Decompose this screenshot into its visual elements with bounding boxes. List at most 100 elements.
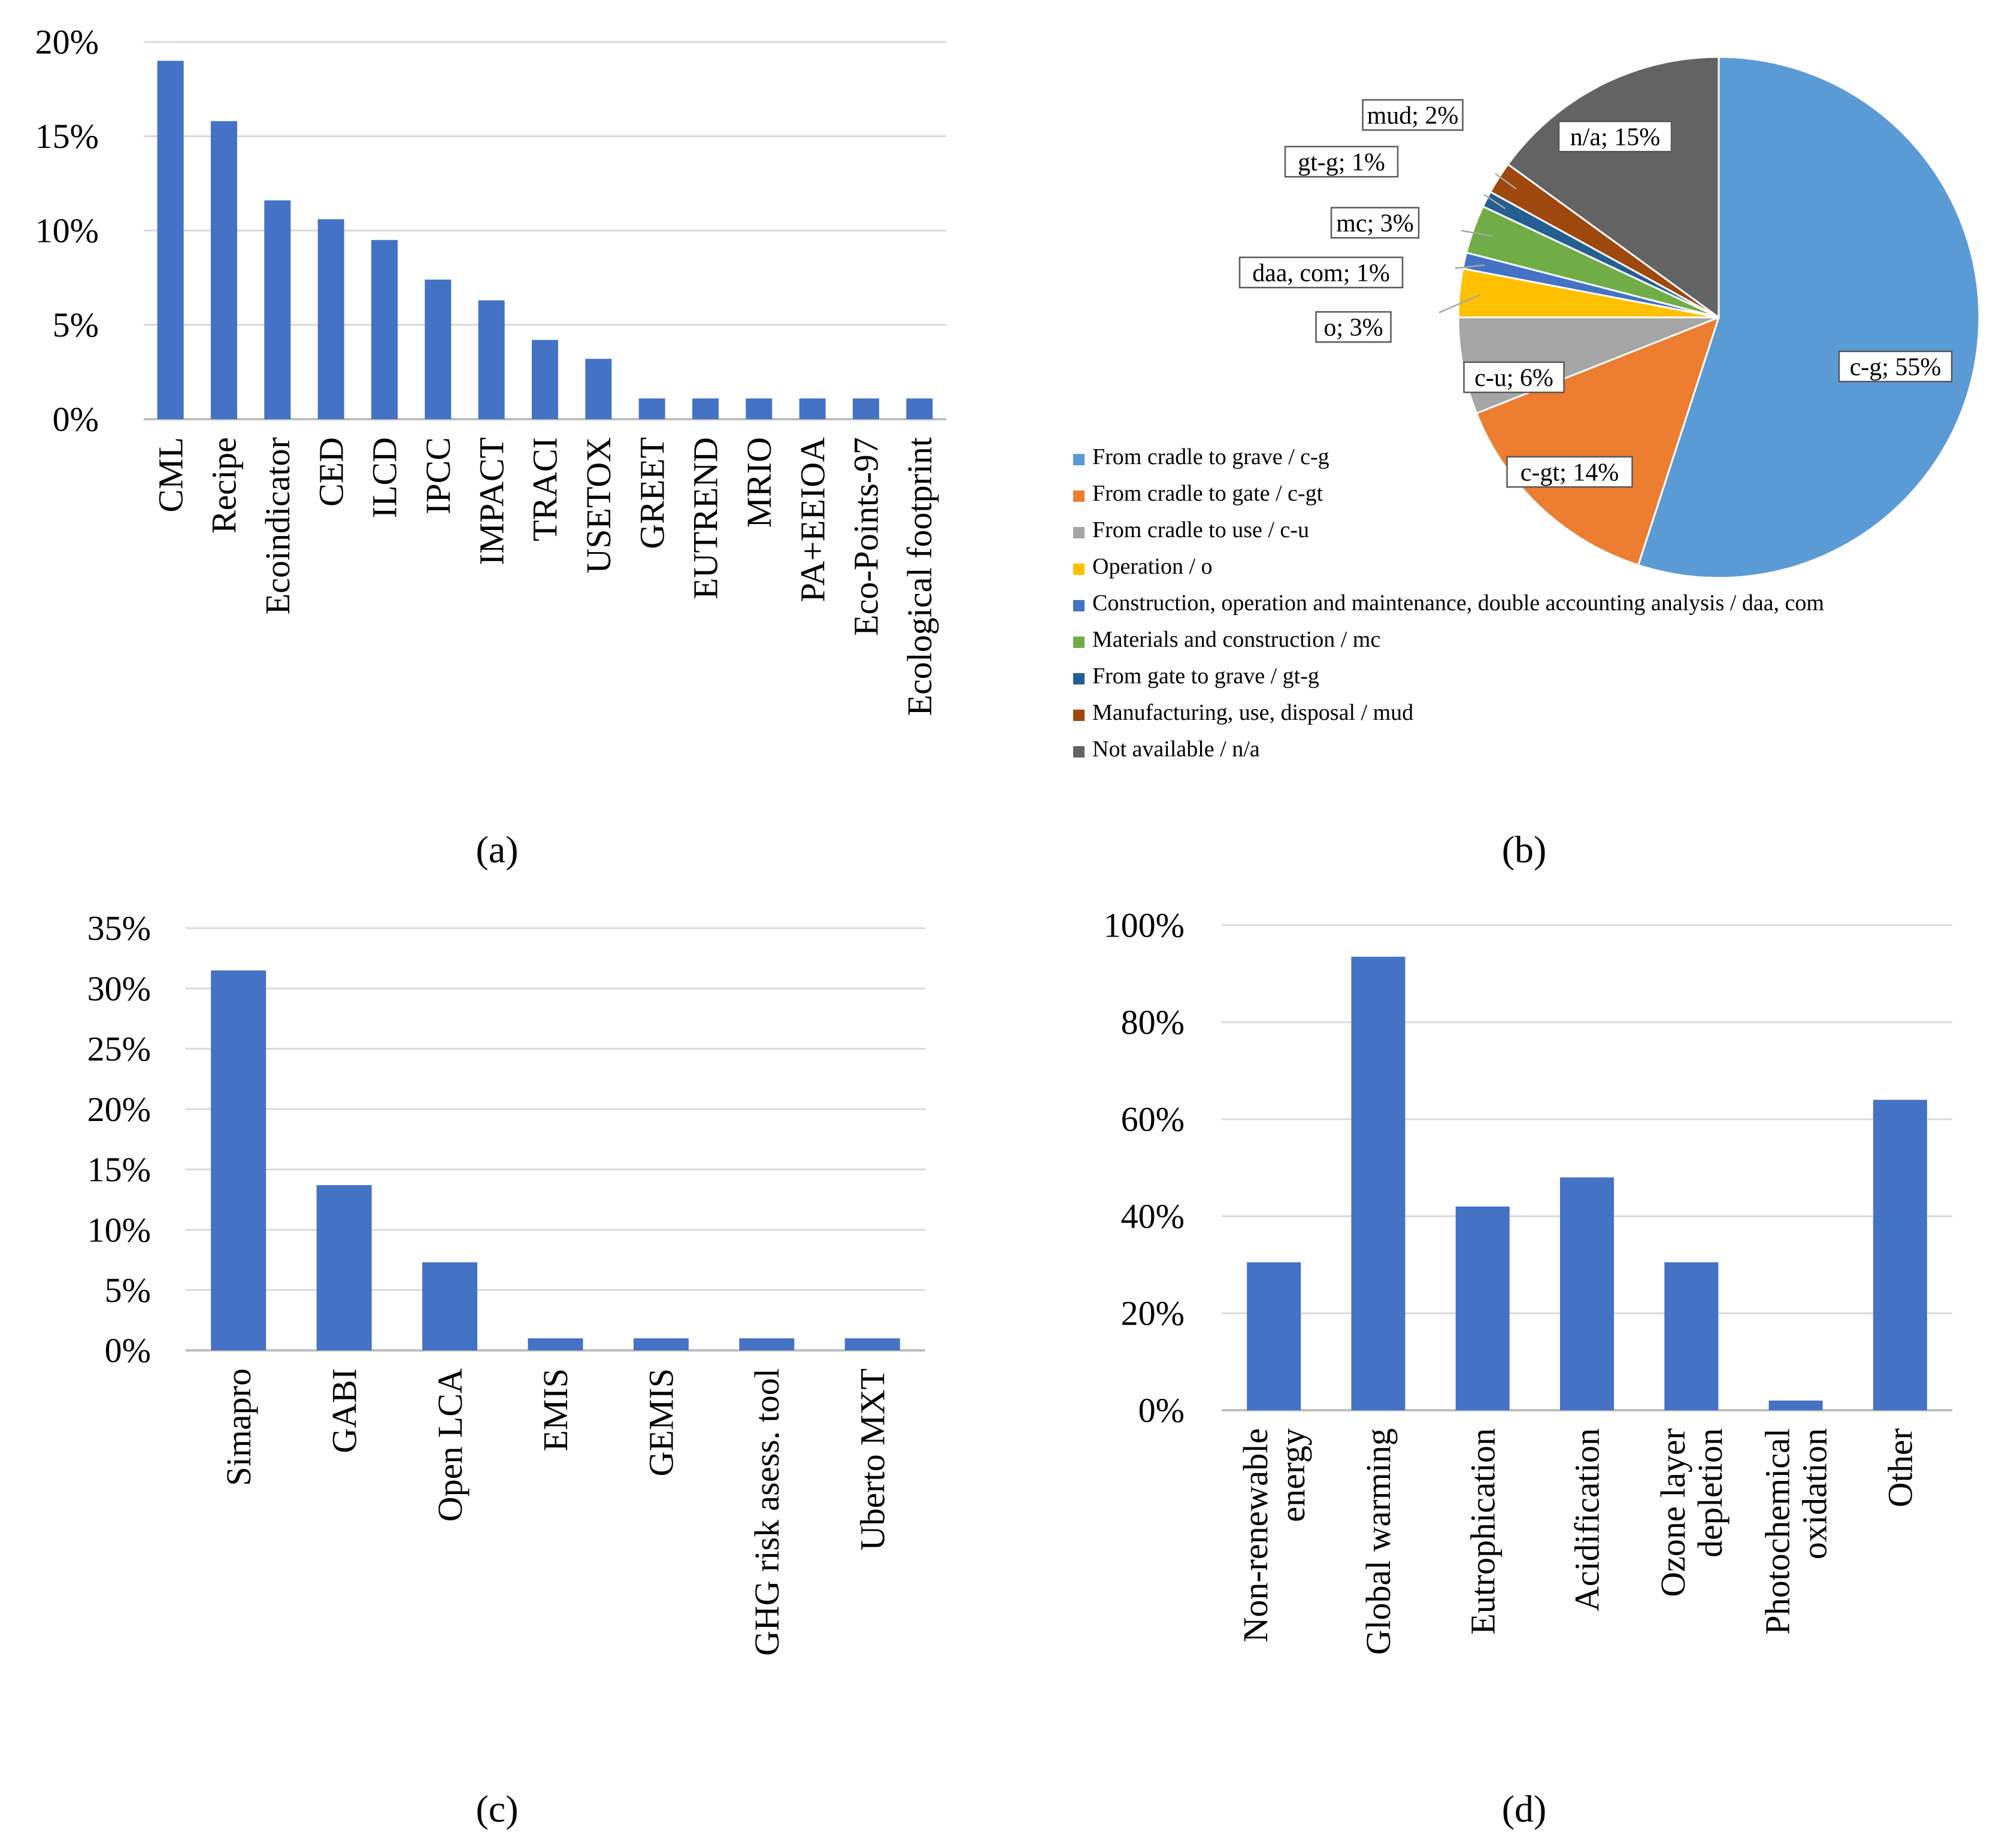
x-tick-label: ILCD: [365, 437, 404, 518]
callout-leader: [1495, 172, 1517, 190]
legend-swatch-gt-g: [1073, 673, 1085, 684]
x-tick-label: Uberto MXT: [853, 1368, 892, 1550]
x-tick-label-line: Global warming: [1359, 1428, 1398, 1655]
x-tick-label-line: Ecological footprint: [900, 437, 939, 716]
x-tick-label-line: EMIS: [536, 1368, 575, 1452]
bar: [1455, 1206, 1510, 1410]
callout-leader: [1438, 294, 1481, 314]
y-tick-label: 0%: [1138, 1391, 1185, 1430]
panel-c-bar-chart: 0% 5% 10% 15% 20% 25% 30% 35% Simapro GABI Open LC…: [87, 909, 925, 1656]
bar: [157, 60, 184, 419]
x-tick-label: CML: [151, 437, 190, 513]
legend-label-o: Operation / o: [1092, 554, 1213, 579]
x-tick-label: EUTREND: [686, 437, 725, 599]
bar: [638, 398, 665, 419]
x-tick-label: GHG risk asess. tool: [747, 1368, 786, 1656]
legend-swatch-c-gt: [1073, 490, 1085, 502]
x-tick-label: Simapro: [219, 1368, 258, 1486]
bar: [422, 1262, 478, 1350]
bar: [1247, 1262, 1301, 1410]
bar: [746, 398, 773, 419]
x-tick-label-line: USETOX: [579, 437, 618, 574]
legend-label-c-gt: From cradle to gate / c-gt: [1092, 481, 1323, 506]
panel-label-d: (d): [1502, 1788, 1547, 1830]
data-label-daa-com: daa, com; 1%: [1252, 259, 1390, 287]
x-tick-label: GABI: [325, 1368, 364, 1453]
legend-swatch-na: [1073, 746, 1085, 758]
x-tick-label: Ecological footprint: [900, 437, 939, 716]
data-label-mc: mc; 3%: [1336, 210, 1413, 237]
x-tick-label: Acidification: [1568, 1428, 1607, 1611]
bar: [317, 219, 344, 419]
x-tick-label-line: energy: [1273, 1428, 1312, 1522]
y-tick-label: 0%: [53, 400, 99, 439]
pie-slice-c-gt: [1475, 316, 1721, 566]
bar: [1664, 1262, 1719, 1410]
bar: [739, 1338, 795, 1350]
y-tick-label: 40%: [1121, 1197, 1185, 1236]
x-tick-label-line: PA+EEIOA: [793, 437, 832, 602]
legend-label-c-u: From cradle to use / c-u: [1092, 517, 1309, 543]
data-label-mud: mud; 2%: [1367, 102, 1459, 129]
bar: [1351, 956, 1406, 1410]
y-tick-label: 10%: [35, 211, 99, 250]
x-tick-label-line: Ecoindicator: [258, 437, 297, 614]
legend-label-mc: Materials and construction / mc: [1092, 627, 1380, 652]
x-tick-label-line: Open LCA: [431, 1368, 470, 1522]
y-tick-label: 20%: [35, 23, 99, 62]
bar: [478, 300, 505, 419]
x-tick-label-line: Eco-Points-97: [847, 437, 886, 636]
data-label-c-g: c-g; 55%: [1850, 353, 1942, 381]
x-tick-label: IPCC: [419, 437, 458, 514]
y-tick-label: 15%: [87, 1150, 151, 1189]
legend-swatch-daa-com: [1073, 600, 1085, 611]
callout-leader: [1455, 264, 1485, 269]
bar: [1768, 1400, 1823, 1410]
x-tick-label-line: GREET: [632, 437, 671, 549]
y-tick-label: 0%: [105, 1331, 151, 1370]
bar: [211, 970, 266, 1350]
panel-b-pie-chart: c-g; 55% c-gt; 14% c-u; 6% o; 3% daa, com; 1…: [1073, 56, 1980, 762]
bar: [906, 398, 933, 419]
x-tick-label: Other: [1881, 1428, 1920, 1507]
bar: [532, 340, 558, 419]
x-tick-label-line: IPCC: [419, 437, 458, 514]
y-tick-label: 20%: [1121, 1294, 1185, 1333]
data-label-na: n/a; 15%: [1570, 123, 1660, 151]
x-tick-label: IMPACT: [472, 437, 511, 565]
x-tick-label-line: Acidification: [1568, 1428, 1607, 1611]
legend-label-na: Not available / n/a: [1092, 737, 1260, 762]
x-tick-label-line: GEMIS: [642, 1368, 681, 1476]
legend-swatch-c-u: [1073, 527, 1085, 538]
x-tick-label: CED: [311, 437, 350, 507]
x-tick-label-line: IMPACT: [472, 437, 511, 565]
data-label-box: [1315, 311, 1392, 343]
x-tick-label-line: Simapro: [219, 1368, 258, 1486]
x-tick-label: Eco-Points-97: [847, 437, 886, 636]
x-tick-label-line: Non-renewable: [1236, 1428, 1275, 1643]
data-label-box: [1362, 99, 1464, 131]
x-tick-label-line: Ozone layer: [1653, 1428, 1692, 1597]
pie-slice-c-g: [1637, 56, 1980, 579]
y-tick-label: 5%: [53, 305, 99, 344]
bar: [371, 240, 398, 419]
bar: [799, 398, 826, 419]
x-tick-label-line: CML: [151, 437, 190, 513]
data-label-box: [1238, 256, 1404, 289]
y-tick-label: 10%: [87, 1210, 151, 1249]
x-tick-label-line: ILCD: [365, 437, 404, 518]
bar: [1560, 1177, 1614, 1410]
data-label-c-u: c-u; 6%: [1474, 364, 1553, 392]
data-label-c-gt: c-gt; 14%: [1521, 459, 1619, 486]
x-tick-label-line: EUTREND: [686, 437, 725, 599]
x-tick-label-line: Recipe: [205, 437, 244, 534]
x-tick-label: Ecoindicator: [258, 437, 297, 614]
bar: [316, 1185, 372, 1350]
bar: [692, 398, 719, 419]
y-tick-label: 5%: [105, 1271, 151, 1310]
x-tick-label: Global warming: [1359, 1428, 1398, 1655]
x-tick-label-line: oxidation: [1795, 1428, 1834, 1559]
data-label-box: [1558, 120, 1673, 153]
data-label-box: [1284, 146, 1399, 178]
